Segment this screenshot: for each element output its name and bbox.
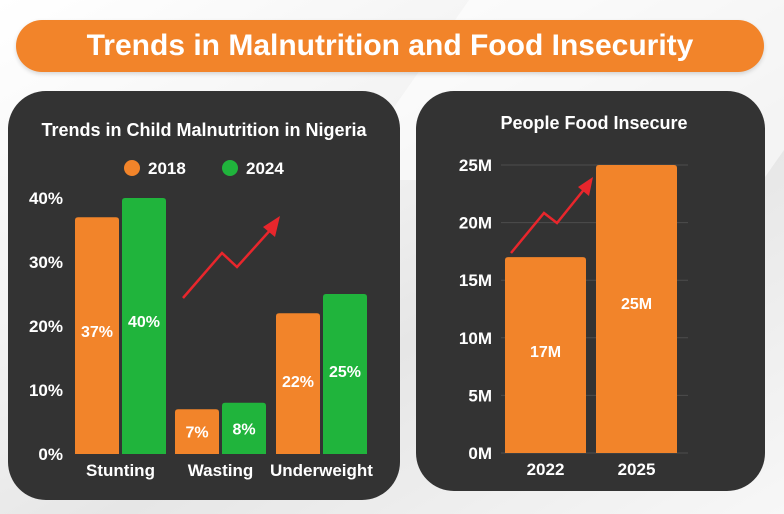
y-tick-label: 5M — [468, 386, 492, 405]
data-label: 25M — [621, 296, 652, 313]
food-insecure-panel: People Food Insecure 0M 5M 10M 15M 20M 25M 17… — [416, 91, 765, 491]
data-label: 22% — [282, 374, 314, 391]
chart-title: Trends in Child Malnutrition in Nigeria — [41, 120, 367, 140]
food-insecure-chart: People Food Insecure 0M 5M 10M 15M 20M 25M 17… — [459, 113, 688, 479]
bar-2025 — [596, 165, 677, 453]
y-tick-label: 20M — [459, 214, 492, 233]
legend-swatch-2024 — [222, 160, 238, 176]
bar-underweight-2018 — [276, 313, 320, 454]
x-category-label: Wasting — [188, 461, 253, 480]
data-label: 17M — [530, 344, 561, 361]
y-tick-label: 25M — [459, 156, 492, 175]
y-tick-label: 20% — [29, 317, 63, 336]
bar-wasting-2024 — [222, 402, 266, 454]
y-tick-label: 30% — [29, 253, 63, 272]
data-label: 7% — [185, 425, 208, 442]
page-title-banner: Trends in Malnutrition and Food Insecuri… — [16, 20, 764, 72]
y-tick-label: 10M — [459, 329, 492, 348]
legend-label-2024: 2024 — [246, 159, 284, 178]
trend-arrow-head — [578, 177, 593, 196]
child-malnutrition-chart: Trends in Child Malnutrition in Nigeria … — [29, 120, 373, 480]
y-tick-label: 10% — [29, 381, 63, 400]
page-title: Trends in Malnutrition and Food Insecuri… — [86, 29, 694, 62]
bar-stunting-2018 — [75, 217, 119, 454]
bar-underweight-2024 — [323, 294, 367, 454]
trend-arrow-line — [510, 186, 587, 254]
y-tick-label: 40% — [29, 189, 63, 208]
data-label: 25% — [329, 364, 361, 381]
y-tick-label: 15M — [459, 271, 492, 290]
x-category-label: Underweight — [270, 461, 373, 480]
y-tick-label: 0% — [38, 445, 63, 464]
trend-arrow-icon — [510, 177, 593, 254]
bar-wasting-2018 — [175, 409, 219, 454]
child-malnutrition-panel: Trends in Child Malnutrition in Nigeria … — [8, 91, 400, 500]
y-tick-label: 0M — [468, 444, 492, 463]
data-label: 37% — [81, 324, 113, 341]
trend-arrow-icon — [182, 216, 280, 299]
data-label: 40% — [128, 314, 160, 331]
trend-arrow-line — [182, 226, 274, 299]
x-category-label: 2025 — [618, 460, 656, 479]
bar-2022 — [505, 257, 586, 453]
x-category-label: Stunting — [86, 461, 155, 480]
data-label: 8% — [232, 421, 255, 438]
legend-label-2018: 2018 — [148, 159, 186, 178]
chart-title: People Food Insecure — [500, 113, 687, 133]
bar-stunting-2024 — [122, 198, 166, 454]
trend-arrow-head — [263, 216, 280, 237]
legend-swatch-2018 — [124, 160, 140, 176]
x-category-label: 2022 — [527, 460, 565, 479]
